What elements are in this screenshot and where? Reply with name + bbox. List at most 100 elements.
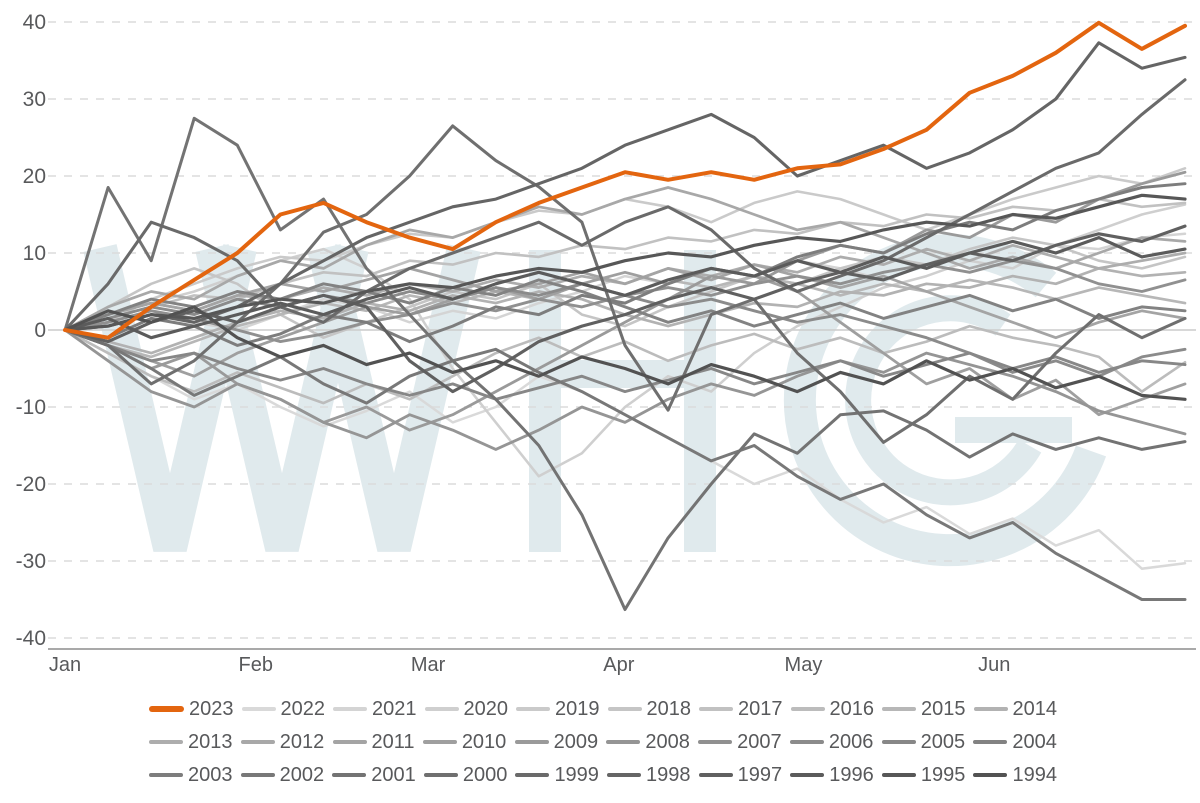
legend-swatch xyxy=(698,740,733,744)
legend-item-2006[interactable]: 2006 xyxy=(789,731,873,754)
legend-item-2019[interactable]: 2019 xyxy=(516,698,600,721)
legend-item-1998[interactable]: 1998 xyxy=(607,764,691,787)
series-line-1997 xyxy=(63,224,1187,394)
legend-swatch xyxy=(333,707,367,711)
legend-item-label: 2009 xyxy=(553,730,599,753)
legend-swatch xyxy=(973,707,1008,711)
legend-item-label: 2015 xyxy=(921,697,966,720)
legend-item-label: 2007 xyxy=(737,730,782,753)
legend-item-2002[interactable]: 2002 xyxy=(240,763,325,787)
legend-item-2023[interactable]: 2023 xyxy=(149,698,234,721)
y-axis-tick-label: -20 xyxy=(15,472,46,496)
legend-item-2004[interactable]: 2004 xyxy=(973,731,1057,754)
series-lines xyxy=(63,20,1187,612)
series-line-1996 xyxy=(63,236,1187,340)
legend-item-2016[interactable]: 2016 xyxy=(790,697,875,721)
series-line-2023 xyxy=(63,20,1187,340)
legend-item-label: 2011 xyxy=(371,730,415,753)
legend-item-label: 2013 xyxy=(188,730,233,753)
legend-swatch xyxy=(240,740,275,744)
legend-item-label: 1994 xyxy=(1012,763,1057,786)
legend-item-1995[interactable]: 1995 xyxy=(881,763,966,787)
x-axis-month-label: Jun xyxy=(978,654,1011,676)
legend-swatch xyxy=(332,773,367,777)
legend-item-label: 2020 xyxy=(463,697,509,720)
legend-item-2020[interactable]: 2020 xyxy=(424,697,509,721)
legend-item-label: 2012 xyxy=(279,730,325,753)
x-axis-month-label: Mar xyxy=(410,654,446,676)
legend-swatch xyxy=(607,773,642,777)
legend-item-2010[interactable]: 2010 xyxy=(422,730,507,754)
legend-item-1999[interactable]: 1999 xyxy=(515,764,599,787)
series-line-1998 xyxy=(63,41,1187,332)
legend-item-2022[interactable]: 2022 xyxy=(241,697,326,721)
y-axis-tick-label: -30 xyxy=(15,549,46,573)
legend-item-label: 2021 xyxy=(372,697,417,720)
y-axis-tick-label: -40 xyxy=(15,626,46,650)
legend-swatch xyxy=(423,773,458,777)
legend-swatch xyxy=(789,740,824,744)
legend-item-label: 2002 xyxy=(279,763,325,786)
legend-item-label: 2003 xyxy=(188,763,233,786)
legend-item-1996[interactable]: 1996 xyxy=(790,764,874,787)
legend-item-2005[interactable]: 2005 xyxy=(881,730,966,754)
legend-swatch xyxy=(149,706,184,712)
legend-item-2007[interactable]: 2007 xyxy=(698,731,782,754)
legend-item-2013[interactable]: 2013 xyxy=(149,731,233,754)
legend-swatch xyxy=(882,707,916,711)
legend-swatch xyxy=(607,707,642,711)
legend-swatch xyxy=(698,773,733,777)
legend-swatch xyxy=(790,773,825,777)
legend-item-2003[interactable]: 2003 xyxy=(149,764,233,787)
x-axis-month-label: Jan xyxy=(48,654,82,676)
legend-item-label: 2000 xyxy=(462,763,508,786)
legend-item-2001[interactable]: 2001 xyxy=(332,764,416,787)
legend-item-1997[interactable]: 1997 xyxy=(698,763,783,787)
legend-item-2011[interactable]: 2011 xyxy=(332,730,415,754)
legend-item-2018[interactable]: 2018 xyxy=(607,697,692,721)
legend-item-2015[interactable]: 2015 xyxy=(882,698,966,721)
legend-item-label: 1995 xyxy=(920,763,966,786)
series-line-1995 xyxy=(63,193,1187,332)
series-line-1999 xyxy=(63,78,1187,332)
legend-swatch xyxy=(790,707,825,711)
legend-swatch xyxy=(240,773,275,777)
legend-item-2014[interactable]: 2014 xyxy=(973,698,1057,721)
legend-swatch xyxy=(241,707,276,711)
y-axis-tick-label: 40 xyxy=(22,10,46,34)
x-axis-month-label: Apr xyxy=(603,654,635,676)
y-axis-tick-label: 30 xyxy=(22,87,46,111)
legend-item-label: 1996 xyxy=(829,763,874,786)
legend-item-label: 2004 xyxy=(1012,730,1057,753)
series-line-2002 xyxy=(63,328,1187,601)
legend-swatch xyxy=(881,740,916,744)
legend-item-2009[interactable]: 2009 xyxy=(514,730,599,754)
legend-item-1994[interactable]: 1994 xyxy=(973,764,1057,787)
legend-item-label: 2005 xyxy=(920,730,966,753)
legend-item-label: 2022 xyxy=(280,697,326,720)
legend-swatch xyxy=(514,740,549,744)
legend-item-label: 2019 xyxy=(555,697,600,720)
legend-swatch xyxy=(515,773,550,777)
legend-item-2000[interactable]: 2000 xyxy=(423,763,508,787)
legend-item-2008[interactable]: 2008 xyxy=(606,731,690,754)
legend-swatch xyxy=(149,740,183,744)
legend-item-label: 2017 xyxy=(738,697,783,720)
legend-item-label: 1997 xyxy=(737,763,783,786)
legend-item-2012[interactable]: 2012 xyxy=(240,730,325,754)
y-axis-tick-label: -10 xyxy=(15,395,46,419)
legend: 2023 2022 2021 2020 2019 2018 2017 2016 2015 2014… xyxy=(149,697,1057,796)
legend-item-label: 1998 xyxy=(646,763,691,786)
legend-item-2021[interactable]: 2021 xyxy=(333,698,417,721)
legend-swatch xyxy=(516,707,550,711)
legend-item-label: 2010 xyxy=(461,730,507,753)
series-line-1994 xyxy=(63,305,1187,401)
legend-item-label: 2018 xyxy=(646,697,692,720)
series-line-2005 xyxy=(63,328,1187,401)
legend-item-2017[interactable]: 2017 xyxy=(699,698,783,721)
series-line-2004 xyxy=(63,278,1187,332)
legend-swatch xyxy=(422,740,457,744)
legend-item-label: 2016 xyxy=(829,697,875,720)
legend-swatch xyxy=(332,740,367,744)
